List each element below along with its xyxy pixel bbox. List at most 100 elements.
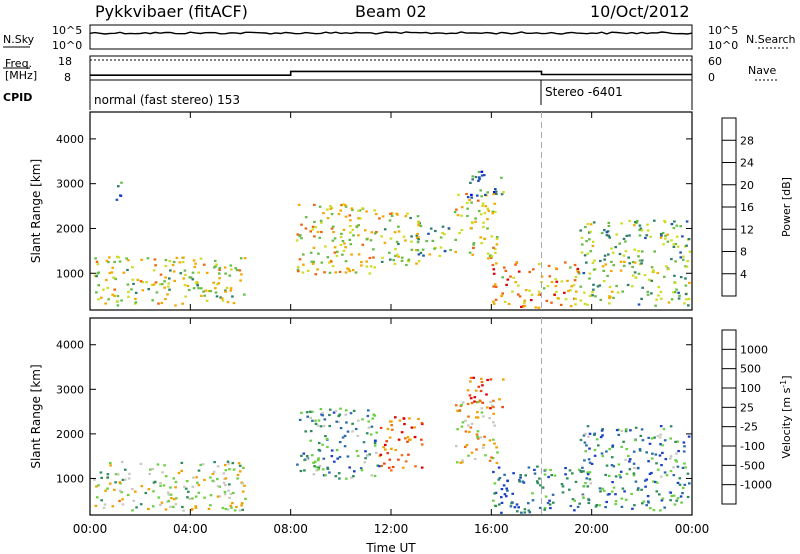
scatter-cell — [470, 196, 473, 199]
scatter-cell — [397, 230, 401, 233]
scatter-cell — [161, 471, 164, 474]
scatter-cell — [229, 492, 233, 496]
scatter-cell — [632, 462, 636, 465]
scatter-cell — [503, 300, 507, 303]
scatter-cell — [491, 212, 495, 215]
scatter-cell — [583, 459, 586, 462]
scatter-cell — [621, 290, 624, 293]
scatter-cell — [576, 505, 580, 508]
cpid-label: CPID — [3, 91, 32, 104]
scatter-cell — [611, 481, 614, 484]
scatter-cell — [591, 244, 595, 248]
scatter-cell — [157, 496, 161, 499]
colorbar-title-end: ] — [780, 375, 793, 379]
scatter-cell — [614, 493, 617, 496]
scatter-cell — [216, 485, 220, 488]
scatter-cell — [334, 271, 337, 274]
scatter-cell — [373, 441, 377, 445]
scatter-cell — [348, 270, 352, 273]
scatter-cell — [614, 503, 617, 506]
scatter-cell — [305, 455, 309, 458]
scatter-cell — [634, 276, 638, 279]
scatter-cell — [537, 293, 541, 296]
scatter-cell — [417, 260, 421, 263]
scatter-cell — [579, 229, 582, 232]
scatter-cell — [527, 466, 531, 469]
scatter-cell — [317, 441, 321, 445]
scatter-cell — [606, 274, 609, 277]
scatter-cell — [169, 493, 173, 496]
scatter-cell — [660, 234, 663, 237]
scatter-cell — [312, 260, 316, 263]
scatter-cell — [372, 256, 375, 259]
colorbar-tick-label: -500 — [740, 459, 765, 472]
scatter-cell — [648, 472, 652, 475]
scatter-cell — [586, 303, 589, 306]
scatter-cell — [492, 470, 495, 474]
scatter-cell — [486, 227, 489, 230]
scatter-cell — [593, 432, 596, 435]
scatter-cell — [410, 248, 414, 251]
scatter-cell — [591, 294, 594, 297]
scatter-cell — [339, 407, 342, 410]
scatter-cell — [466, 214, 469, 218]
scatter-cell — [531, 499, 535, 502]
scatter-cell — [601, 455, 605, 458]
scatter-cell — [171, 263, 175, 267]
scatter-cell — [486, 406, 489, 409]
scatter-cell — [338, 270, 342, 273]
scatter-cell — [240, 502, 244, 505]
scatter-cell — [328, 271, 332, 274]
scatter-cell — [661, 231, 665, 235]
scatter-cell — [523, 304, 527, 308]
scatter-cell — [152, 269, 156, 272]
scatter-cell — [113, 488, 116, 491]
scatter-cell — [549, 468, 552, 472]
scatter-cell — [474, 220, 477, 223]
scatter-cell — [464, 430, 468, 433]
scatter-cell — [314, 273, 318, 276]
scatter-cell — [163, 464, 166, 467]
scatter-cell — [471, 253, 474, 256]
scatter-cell — [497, 478, 500, 481]
scatter-cell — [612, 486, 616, 489]
scatter-cell — [578, 502, 581, 505]
scatter-cell — [447, 227, 451, 230]
scatter-cell — [661, 497, 665, 500]
scatter-cell — [672, 245, 676, 248]
scatter-cell — [207, 289, 211, 293]
scatter-cell — [243, 293, 246, 296]
scatter-cell — [383, 228, 387, 231]
scatter-cell — [638, 224, 642, 227]
scatter-cell — [154, 281, 158, 284]
scatter-cell — [684, 265, 687, 268]
scatter-cell — [222, 481, 226, 484]
scatter-cell — [545, 299, 549, 302]
scatter-cell — [467, 424, 470, 427]
scatter-cell — [555, 280, 559, 283]
scatter-cell — [316, 230, 320, 234]
scatter-cell — [200, 287, 203, 290]
scatter-cell — [385, 440, 388, 443]
scatter-cell — [160, 501, 164, 504]
scatter-cell — [608, 448, 611, 451]
scatter-cell — [131, 278, 134, 281]
scatter-cell — [536, 482, 540, 485]
scatter-cell — [344, 204, 347, 207]
freq-label-1: Freq. — [5, 57, 32, 70]
scatter-cell — [522, 301, 526, 304]
scatter-cell — [373, 209, 376, 212]
scatter-cell — [352, 475, 355, 478]
scatter-cell — [585, 240, 588, 243]
scatter-cell — [587, 498, 590, 501]
scatter-cell — [339, 209, 342, 212]
scatter-cell — [660, 464, 663, 467]
scatter-cell — [684, 277, 687, 280]
scatter-cell — [483, 212, 487, 215]
scatter-cell — [302, 263, 305, 266]
scatter-cell — [344, 215, 348, 218]
scatter-cell — [174, 503, 178, 506]
scatter-cell — [162, 484, 166, 487]
scatter-cell — [498, 398, 501, 401]
scatter-cell — [676, 465, 680, 468]
